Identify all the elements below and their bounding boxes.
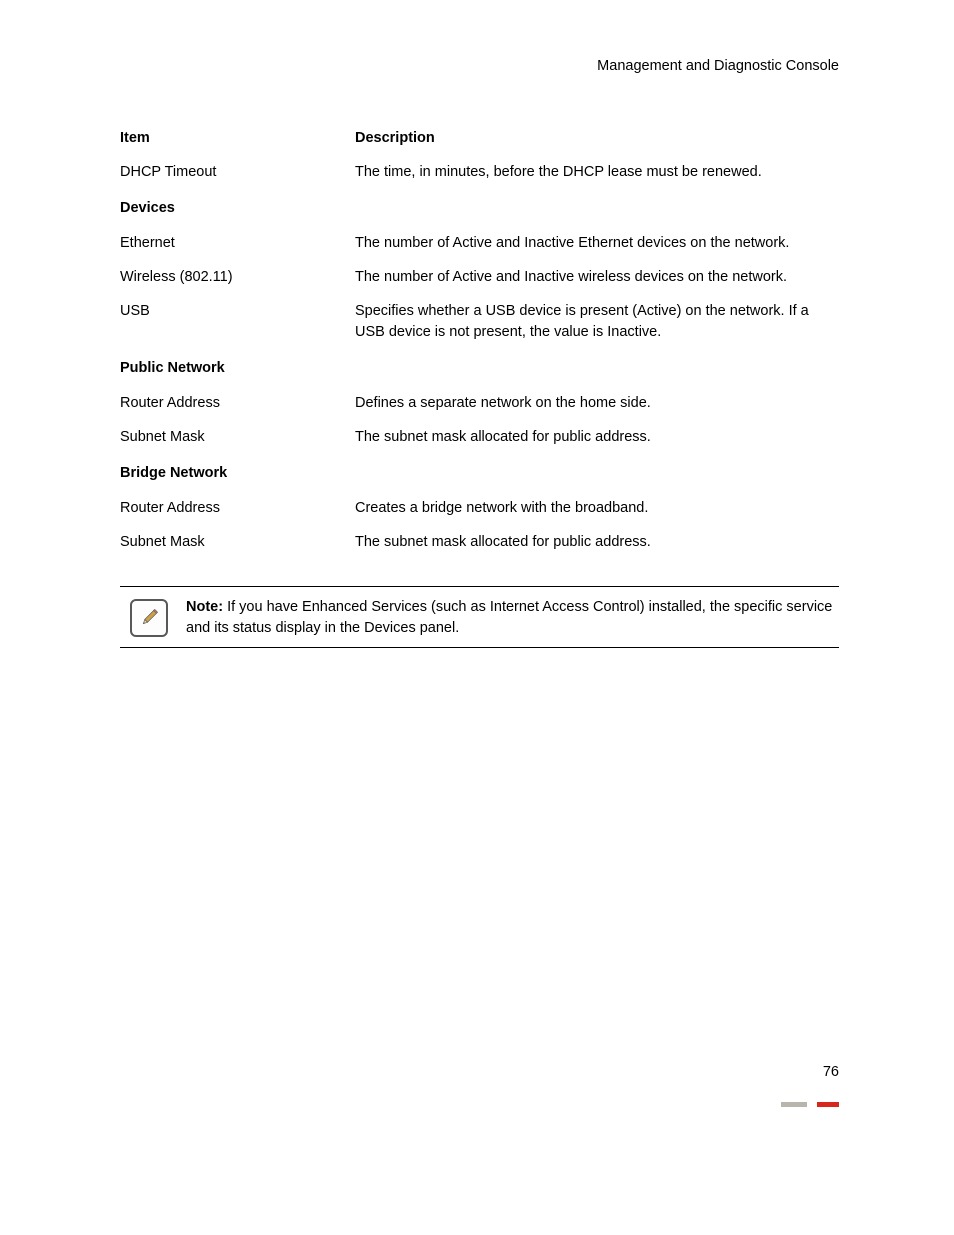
- pencil-icon: [137, 606, 161, 630]
- table-row: EthernetThe number of Active and Inactiv…: [120, 227, 839, 261]
- table-section-row: Bridge Network: [120, 455, 839, 492]
- page-header-title: Management and Diagnostic Console: [120, 58, 839, 74]
- item-description: The time, in minutes, before the DHCP le…: [355, 156, 839, 190]
- section-heading: Bridge Network: [120, 455, 355, 492]
- item-description: The subnet mask allocated for public add…: [355, 526, 839, 560]
- footer-bar-red: [817, 1102, 839, 1107]
- table-section-row: Devices: [120, 190, 839, 227]
- item-name: Subnet Mask: [120, 526, 355, 560]
- note-icon-box: [130, 599, 168, 637]
- item-name: Router Address: [120, 387, 355, 421]
- item-name: Subnet Mask: [120, 421, 355, 455]
- note-body: If you have Enhanced Services (such as I…: [186, 599, 832, 636]
- item-description: Defines a separate network on the home s…: [355, 387, 839, 421]
- note-label: Note:: [186, 599, 223, 615]
- item-description: The number of Active and Inactive wirele…: [355, 261, 839, 295]
- column-header-description: Description: [355, 122, 839, 156]
- item-description: The number of Active and Inactive Ethern…: [355, 227, 839, 261]
- table-row: Wireless (802.11)The number of Active an…: [120, 261, 839, 295]
- item-description: [355, 350, 839, 387]
- item-description: [355, 190, 839, 227]
- column-header-item: Item: [120, 122, 355, 156]
- note-text: Note: If you have Enhanced Services (suc…: [186, 595, 839, 639]
- item-name: Wireless (802.11): [120, 261, 355, 295]
- page-number: 76: [823, 1064, 839, 1080]
- item-name: Ethernet: [120, 227, 355, 261]
- table-row: Subnet MaskThe subnet mask allocated for…: [120, 421, 839, 455]
- item-description: The subnet mask allocated for public add…: [355, 421, 839, 455]
- table-header-row: Item Description: [120, 122, 839, 156]
- footer-accent-bar: [781, 1102, 839, 1107]
- section-heading: Devices: [120, 190, 355, 227]
- item-description: Creates a bridge network with the broadb…: [355, 492, 839, 526]
- item-name: Router Address: [120, 492, 355, 526]
- table-row: DHCP TimeoutThe time, in minutes, before…: [120, 156, 839, 190]
- footer-bar-gray: [781, 1102, 807, 1107]
- table-row: Router AddressDefines a separate network…: [120, 387, 839, 421]
- section-heading: Public Network: [120, 350, 355, 387]
- item-name: USB: [120, 295, 355, 350]
- definitions-table: Item Description DHCP TimeoutThe time, i…: [120, 122, 839, 560]
- table-section-row: Public Network: [120, 350, 839, 387]
- note-block: Note: If you have Enhanced Services (suc…: [120, 586, 839, 648]
- item-name: DHCP Timeout: [120, 156, 355, 190]
- table-row: Router AddressCreates a bridge network w…: [120, 492, 839, 526]
- table-row: Subnet MaskThe subnet mask allocated for…: [120, 526, 839, 560]
- item-description: Specifies whether a USB device is presen…: [355, 295, 839, 350]
- table-row: USBSpecifies whether a USB device is pre…: [120, 295, 839, 350]
- item-description: [355, 455, 839, 492]
